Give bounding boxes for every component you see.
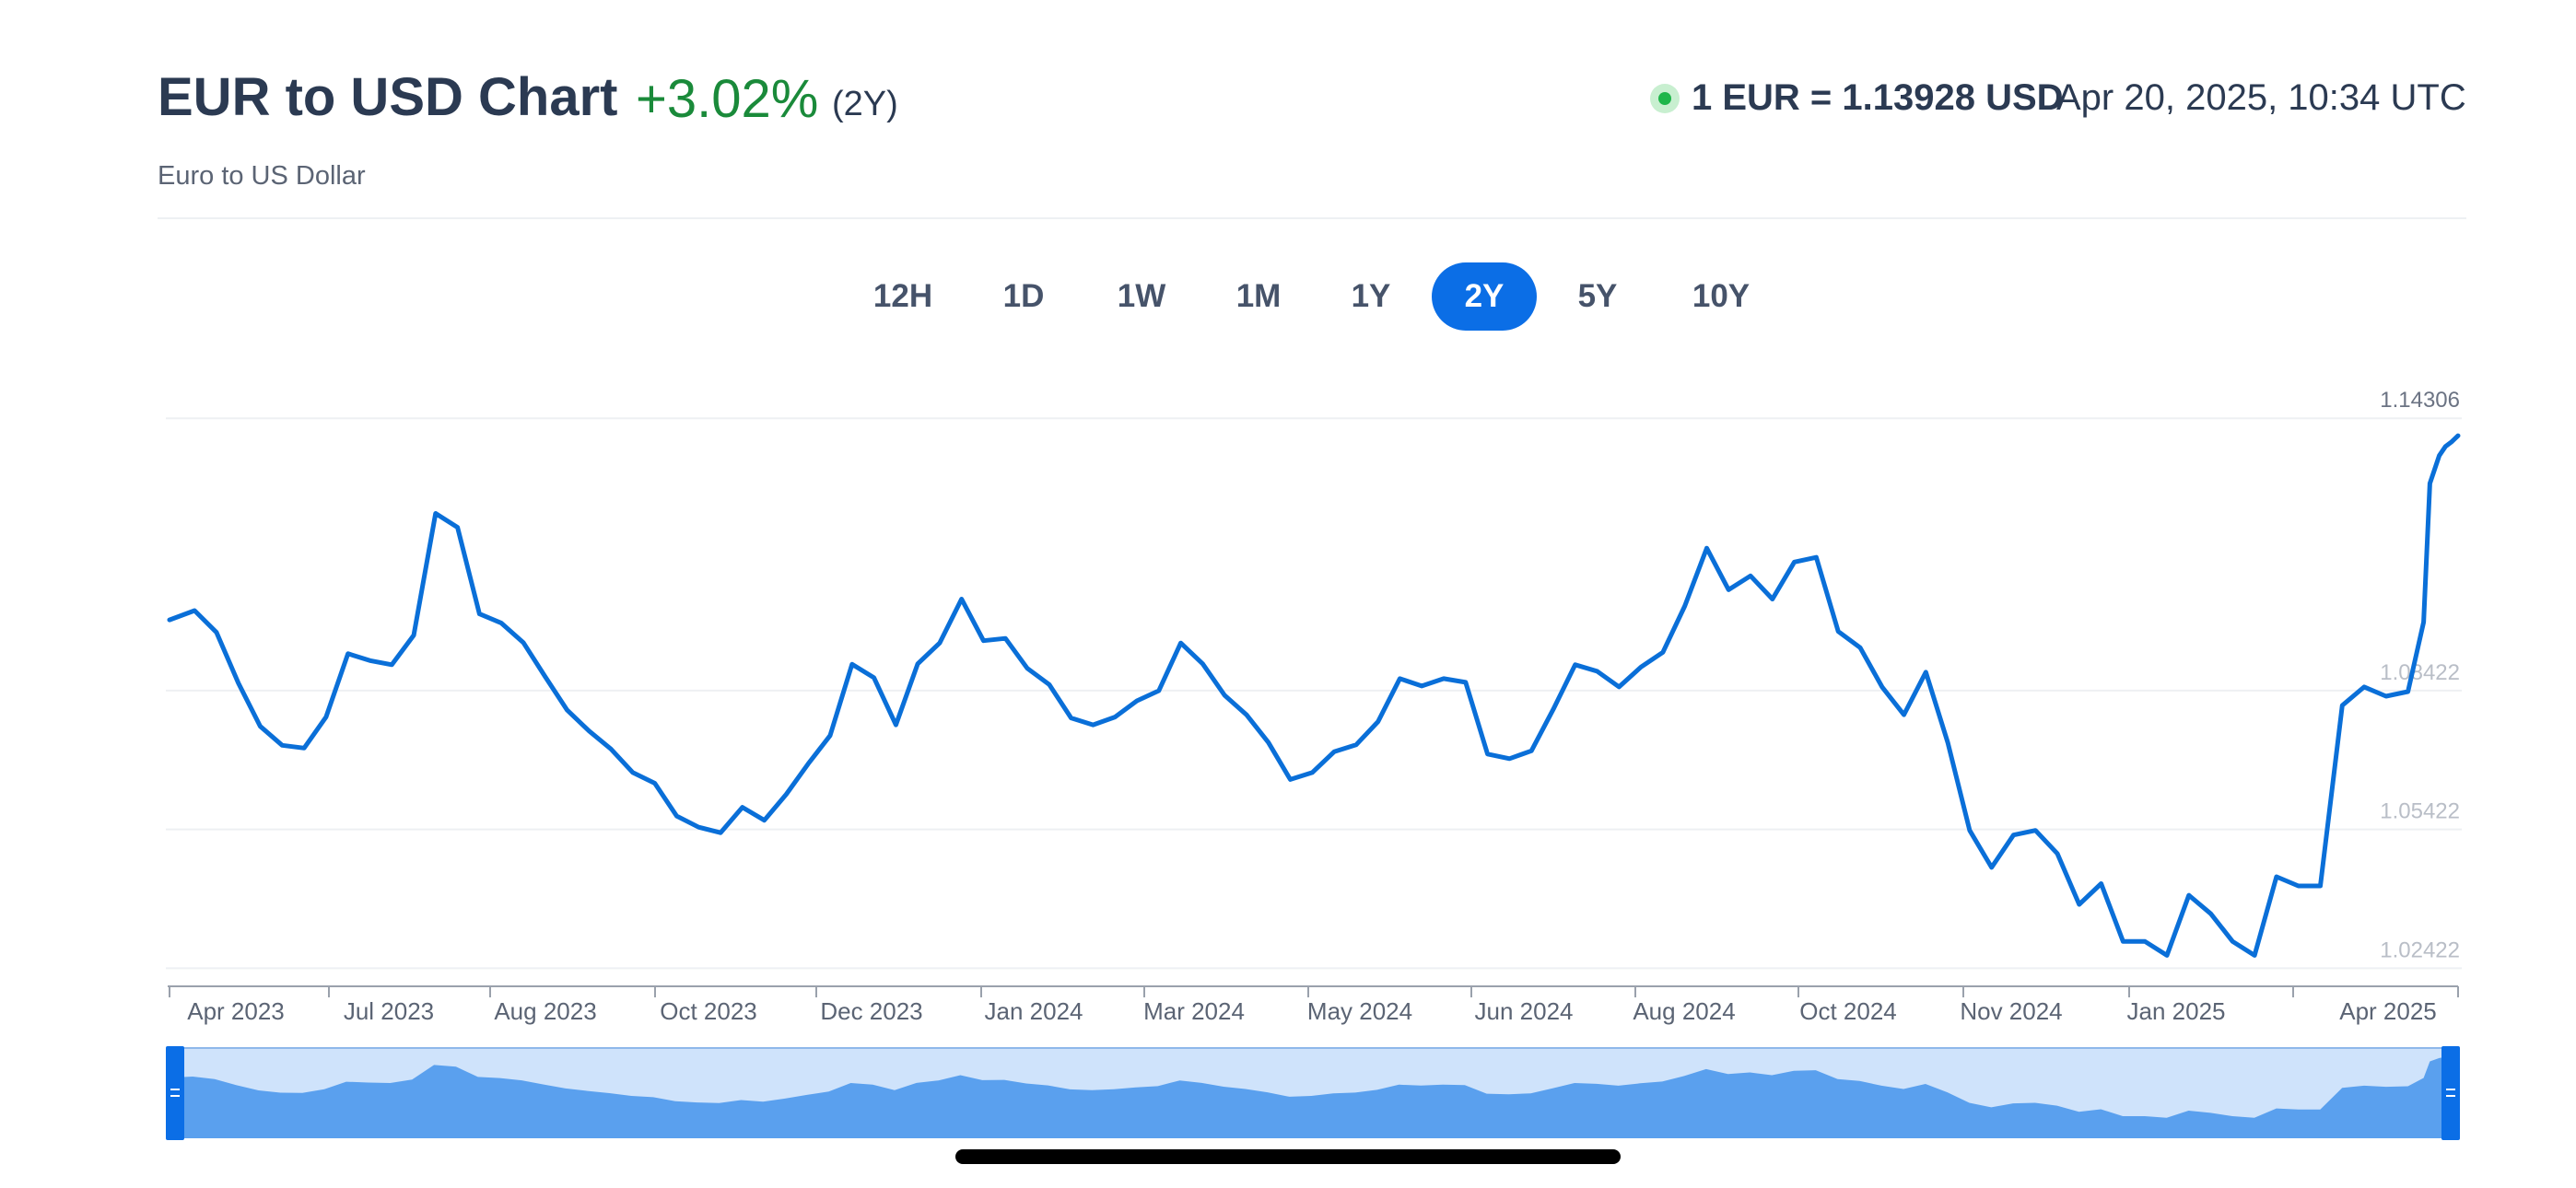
y-tick-label: 1.05422 [2380, 799, 2460, 824]
period-label: (2Y) [832, 85, 898, 123]
navigator-handle-left[interactable] [166, 1046, 184, 1140]
x-tick-label: Jun 2024 [1475, 997, 1574, 1025]
tab-1m[interactable]: 1M [1235, 278, 1282, 314]
x-tick-label: Aug 2023 [494, 997, 596, 1025]
tab-1y[interactable]: 1Y [1351, 278, 1391, 314]
series-line [167, 433, 2461, 958]
live-status-icon [1650, 84, 1680, 113]
x-tick-label: Oct 2024 [1799, 997, 1897, 1025]
x-tick-label: Apr 2025 [2339, 997, 2437, 1025]
tab-12h[interactable]: 12H [872, 278, 933, 314]
x-tick-label: Nov 2024 [1960, 997, 2062, 1025]
y-tick-label: 1.02422 [2380, 938, 2460, 962]
x-tick-label: Mar 2024 [1143, 997, 1245, 1025]
page-title: EUR to USD Chart [158, 67, 618, 127]
header-divider [158, 217, 2466, 219]
rate-timestamp: Apr 20, 2025, 10:34 UTC [2056, 77, 2466, 118]
x-tick-label: Aug 2024 [1633, 997, 1735, 1025]
tab-1d[interactable]: 1D [1002, 278, 1045, 314]
y-tick-label: 1.14306 [2380, 388, 2460, 413]
home-indicator[interactable] [955, 1149, 1621, 1164]
x-tick-label: Oct 2023 [660, 997, 757, 1025]
navigator-area [168, 1055, 2458, 1138]
tab-1w[interactable]: 1W [1117, 278, 1166, 314]
tab-2y[interactable]: 2Y [1432, 262, 1537, 331]
time-range-tabs: 12H 1D 1W 1M 1Y 2Y 5Y 10Y [0, 262, 2576, 332]
navigator-handle-right[interactable] [2441, 1046, 2460, 1140]
tab-5y[interactable]: 5Y [1577, 278, 1618, 314]
x-tick-label: Apr 2023 [187, 997, 285, 1025]
tab-10y[interactable]: 10Y [1692, 278, 1751, 314]
x-tick-label: Jan 2024 [985, 997, 1083, 1025]
change-percent: +3.02% [636, 69, 819, 129]
x-tick-label: May 2024 [1307, 997, 1412, 1025]
x-tick-label: Dec 2023 [820, 997, 922, 1025]
x-tick-label: Jan 2025 [2127, 997, 2226, 1025]
page-subtitle: Euro to US Dollar [158, 161, 366, 191]
exchange-rate: 1 EUR = 1.13928 USD [1692, 77, 2064, 118]
y-tick-label: 1.08422 [2380, 660, 2460, 685]
x-tick-label: Jul 2023 [344, 997, 434, 1025]
